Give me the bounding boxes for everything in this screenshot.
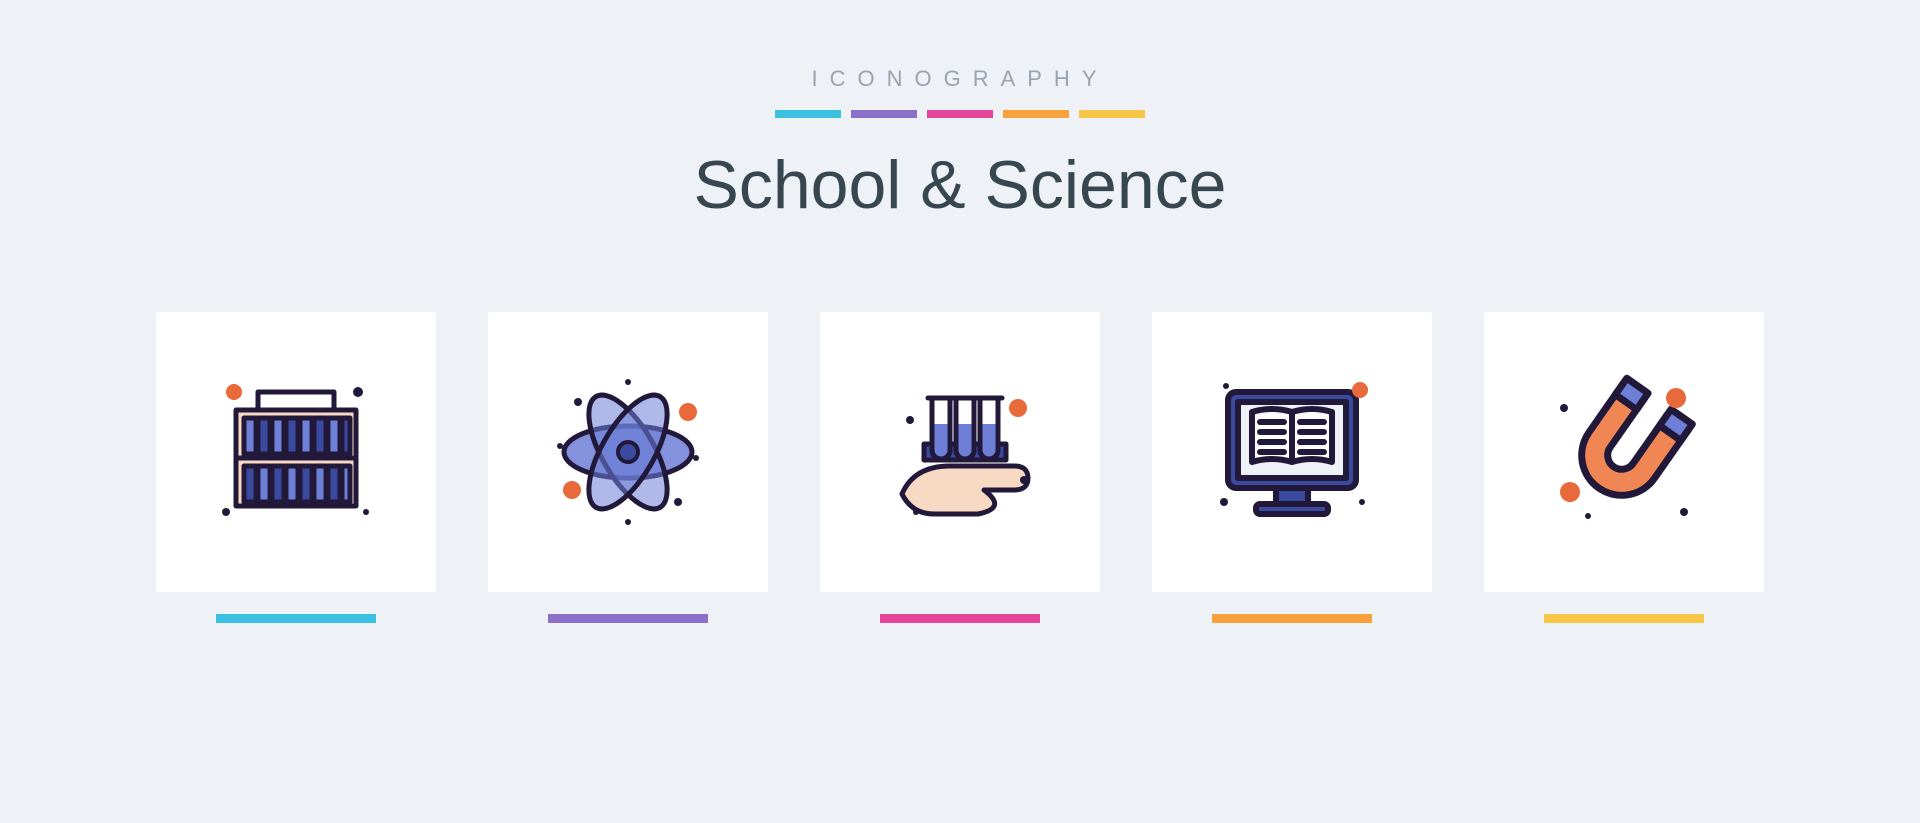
- ebook-monitor-icon: [1202, 362, 1382, 542]
- magnet-icon: [1534, 362, 1714, 542]
- icon-card: [488, 312, 768, 623]
- separator-bar: [1079, 110, 1145, 118]
- icon-card: [1152, 312, 1432, 623]
- overline-text: ICONOGRAPHY: [694, 66, 1227, 92]
- icon-card-row: [0, 312, 1920, 623]
- separator-row: [694, 110, 1227, 118]
- icon-card: [1484, 312, 1764, 623]
- atom-icon: [538, 362, 718, 542]
- card-underline: [548, 614, 708, 623]
- separator-bar: [1003, 110, 1069, 118]
- icon-card-surface: [156, 312, 436, 592]
- card-underline: [1212, 614, 1372, 623]
- icon-card: [820, 312, 1100, 623]
- icon-card-surface: [820, 312, 1100, 592]
- icon-card: [156, 312, 436, 623]
- separator-bar: [775, 110, 841, 118]
- card-underline: [216, 614, 376, 623]
- separator-bar: [927, 110, 993, 118]
- icon-card-surface: [488, 312, 768, 592]
- page-title: School & Science: [694, 146, 1227, 224]
- test-tubes-hand-icon: [870, 362, 1050, 542]
- icon-card-surface: [1152, 312, 1432, 592]
- card-underline: [1544, 614, 1704, 623]
- icon-card-surface: [1484, 312, 1764, 592]
- separator-bar: [851, 110, 917, 118]
- bookshelf-icon: [206, 362, 386, 542]
- header: ICONOGRAPHY School & Science: [694, 66, 1227, 224]
- card-underline: [880, 614, 1040, 623]
